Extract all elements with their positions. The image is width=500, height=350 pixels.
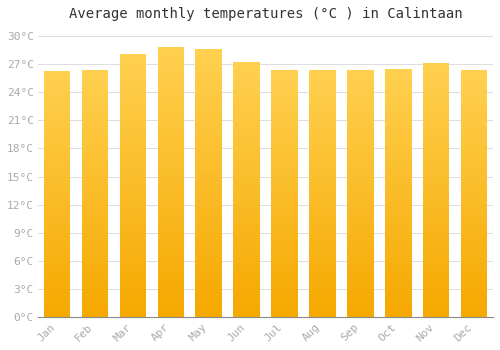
Title: Average monthly temperatures (°C ) in Calintaan: Average monthly temperatures (°C ) in Ca… (69, 7, 462, 21)
